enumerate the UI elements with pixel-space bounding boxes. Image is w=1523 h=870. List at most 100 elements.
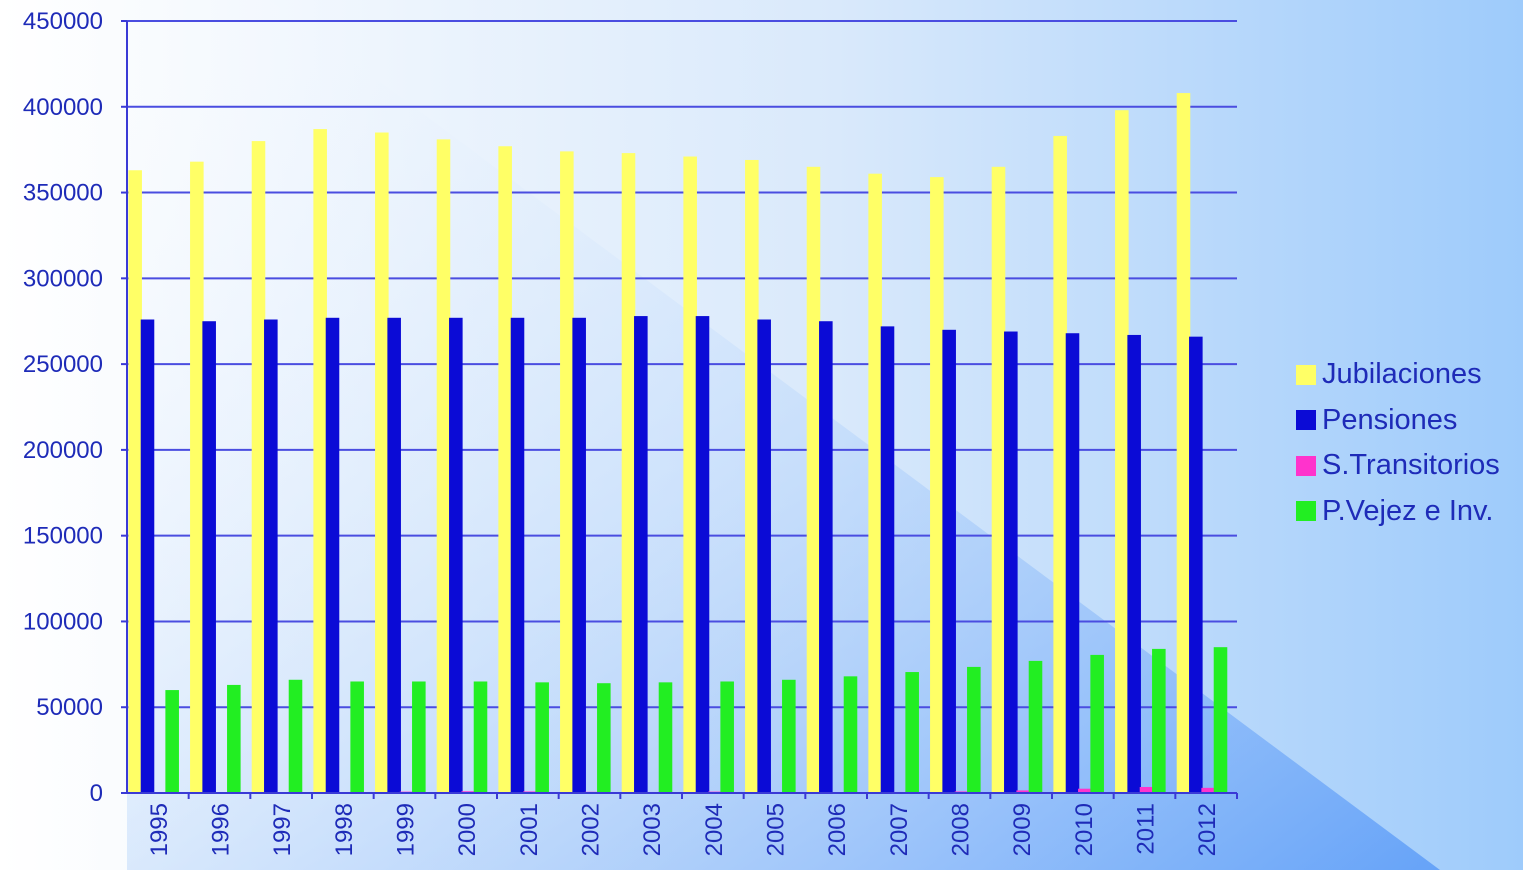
bar [412, 681, 426, 793]
y-tick-label: 150000 [23, 523, 103, 550]
bar [1213, 647, 1228, 793]
x-axis-tick-labels: 1995 1996 1997 1998 1999 2000 2001 2002 2003 2004… [146, 803, 1221, 856]
bar [375, 132, 389, 793]
bar [991, 166, 1006, 794]
x-tick-label: 1999 [393, 803, 420, 856]
y-tick-label: 100000 [23, 608, 103, 635]
bar [313, 129, 327, 793]
bar [1201, 787, 1215, 793]
y-tick-label: 250000 [23, 351, 103, 378]
bar [1152, 648, 1166, 793]
bars [128, 93, 1228, 794]
x-tick-label: 1995 [146, 803, 173, 856]
bar [325, 317, 340, 793]
x-tick-label: 2011 [1133, 803, 1160, 855]
legend-swatch [1296, 501, 1316, 522]
bar [190, 161, 204, 794]
y-tick-label: 350000 [23, 180, 103, 207]
legend-label: P.Vejez e Inv. [1322, 494, 1494, 527]
bar [350, 681, 364, 793]
bar [436, 139, 451, 793]
bar [251, 141, 266, 794]
bar [1078, 788, 1092, 793]
x-tick-label: 2012 [1194, 803, 1221, 856]
y-tick-label: 300000 [23, 265, 103, 292]
bar [128, 170, 142, 794]
bar [473, 681, 488, 793]
bar [745, 159, 759, 793]
bar [560, 151, 574, 794]
x-tick-label: 2004 [701, 803, 728, 856]
legend-swatch [1296, 410, 1316, 431]
bar [498, 146, 512, 794]
bar [1189, 336, 1203, 793]
bar [905, 672, 919, 793]
bar [1004, 331, 1018, 793]
bar [140, 319, 155, 793]
bar [720, 681, 734, 793]
bar [621, 153, 636, 793]
bar [572, 317, 586, 793]
legend-label: S.Transitorios [1322, 449, 1500, 482]
legend-swatch [1296, 364, 1316, 385]
x-tick-label: 2003 [639, 803, 666, 856]
bar [843, 676, 858, 793]
bar [695, 316, 710, 793]
bar [1115, 110, 1129, 794]
y-tick-label: 0 [90, 780, 103, 807]
bar [1090, 654, 1104, 793]
bar [967, 666, 981, 793]
x-tick-label: 2006 [824, 803, 851, 856]
bar [1065, 333, 1080, 793]
x-tick-label: 2001 [516, 803, 543, 856]
bar [449, 317, 463, 793]
bar [165, 690, 179, 793]
bar [1016, 790, 1030, 793]
y-tick-label: 400000 [23, 94, 103, 121]
bar [868, 173, 882, 793]
x-tick-label: 2000 [454, 803, 481, 856]
bar [597, 683, 611, 793]
gridlines [127, 20, 1237, 709]
bar [942, 329, 956, 793]
y-tick-label: 50000 [36, 694, 103, 721]
bar [658, 682, 673, 793]
y-axis-tick-labels: 0 50000 100000 150000 200000 250000 300000 3500… [23, 8, 103, 807]
bar [264, 319, 278, 793]
x-tick-label: 2002 [578, 803, 605, 856]
y-tick-label: 200000 [23, 437, 103, 464]
bar [634, 316, 648, 793]
x-tick-label: 1998 [331, 803, 358, 856]
bar [227, 684, 241, 793]
bar [1127, 334, 1141, 793]
x-tick-label: 2009 [1009, 803, 1036, 856]
bar [202, 321, 216, 793]
legend: Jubilaciones Pensiones S.Transitorios P.… [1296, 352, 1500, 534]
bar [1028, 660, 1043, 793]
legend-item-s-transitorios: S.Transitorios [1296, 443, 1500, 489]
x-tick-label: 1996 [208, 803, 235, 856]
legend-item-jubilaciones: Jubilaciones [1296, 352, 1500, 398]
x-tick-label: 2007 [886, 803, 913, 856]
bar [1053, 135, 1067, 794]
axes [121, 20, 1238, 799]
x-tick-label: 2005 [763, 803, 790, 856]
bar [782, 679, 796, 793]
bar [806, 166, 821, 794]
x-tick-label: 2008 [948, 803, 975, 856]
bar [510, 317, 525, 793]
x-tick-label: 2010 [1071, 803, 1098, 856]
bar [1139, 786, 1154, 793]
bar [683, 156, 697, 794]
legend-swatch [1296, 455, 1316, 476]
bar [880, 326, 895, 793]
bar [387, 317, 401, 793]
legend-item-pensiones: Pensiones [1296, 398, 1500, 444]
legend-label: Jubilaciones [1322, 358, 1482, 391]
legend-label: Pensiones [1322, 403, 1458, 436]
x-tick-label: 1997 [269, 803, 296, 856]
bar [1176, 93, 1191, 793]
bar [930, 177, 944, 794]
